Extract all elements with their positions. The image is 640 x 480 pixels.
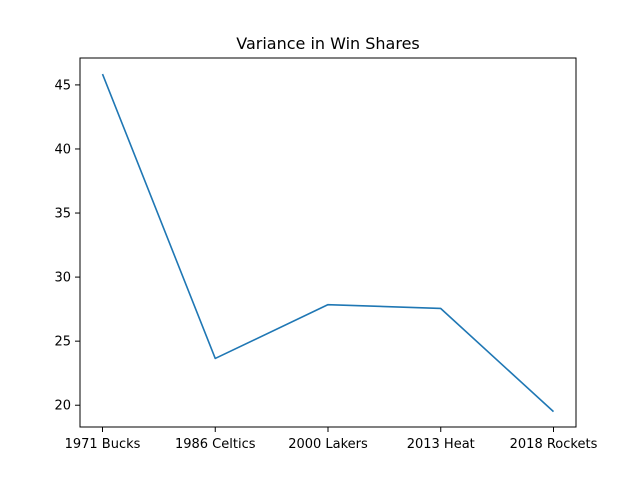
x-tick-label-4: 2018 Rockets [510, 437, 598, 452]
axes-frame [79, 57, 577, 428]
y-tick-label-3: 35 [54, 207, 71, 222]
plot-area: 1971 Bucks 1986 Celtics 2000 Lakers 2013 He… [54, 73, 598, 452]
y-tick-label-1: 25 [54, 335, 71, 350]
y-tick-label-2: 30 [54, 271, 71, 286]
x-tick-label-2: 2000 Lakers [288, 437, 368, 452]
y-tick-label-5: 45 [54, 78, 71, 93]
series-line-0 [101, 73, 555, 413]
x-tick-label-0: 1971 Bucks [65, 437, 141, 452]
y-tick-label-4: 40 [54, 142, 71, 157]
x-tick-label-3: 2013 Heat [407, 437, 475, 452]
chart-title: Variance in Win Shares [236, 34, 420, 53]
x-tick-label-1: 1986 Celtics [175, 437, 256, 452]
y-tick-label-0: 20 [54, 399, 71, 414]
